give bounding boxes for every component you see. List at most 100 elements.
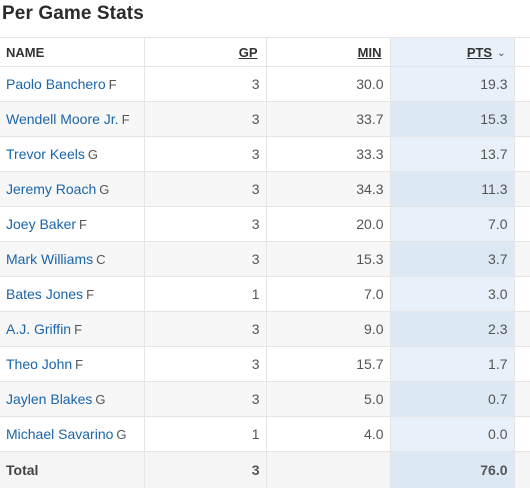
min-cell: 34.3 <box>266 171 391 207</box>
player-position: F <box>75 357 84 372</box>
table-row: Joey Baker F 3 20.0 7.0 <box>0 206 530 242</box>
player-position: F <box>74 322 83 337</box>
pts-cell: 11.3 <box>390 171 515 207</box>
min-cell: 15.7 <box>266 346 391 382</box>
pts-cell: 2.3 <box>390 311 515 347</box>
pts-header-label[interactable]: PTS <box>466 44 493 60</box>
player-cell: Michael Savarino G <box>0 416 145 452</box>
header-spacer <box>514 37 530 67</box>
min-cell: 7.0 <box>266 276 391 312</box>
pts-cell: 15.3 <box>390 101 515 137</box>
player-position: C <box>96 252 106 267</box>
pts-cell: 19.3 <box>390 66 515 102</box>
min-cell: 15.3 <box>266 241 391 277</box>
min-cell: 33.3 <box>266 136 391 172</box>
player-position: F <box>108 77 117 92</box>
table-row: Theo John F 3 15.7 1.7 <box>0 346 530 382</box>
player-cell: Paolo Banchero F <box>0 66 145 102</box>
player-position: G <box>99 182 110 197</box>
row-spacer <box>514 346 530 382</box>
pts-cell: 13.7 <box>390 136 515 172</box>
row-spacer <box>514 381 530 417</box>
row-spacer <box>514 416 530 452</box>
player-cell: Wendell Moore Jr. F <box>0 101 145 137</box>
player-name-link[interactable]: Michael Savarino <box>6 426 114 442</box>
player-cell: Mark Williams C <box>0 241 145 277</box>
player-name-link[interactable]: Wendell Moore Jr. <box>6 111 119 127</box>
total-row: Total 3 76.0 <box>0 451 530 488</box>
player-position: F <box>86 287 95 302</box>
min-cell: 30.0 <box>266 66 391 102</box>
min-column-header[interactable]: MIN <box>266 37 391 67</box>
player-name-link[interactable]: Mark Williams <box>6 251 94 267</box>
gp-cell: 3 <box>144 381 267 417</box>
gp-cell: 3 <box>144 241 267 277</box>
gp-cell: 3 <box>144 311 267 347</box>
player-cell: Jaylen Blakes G <box>0 381 145 417</box>
gp-cell: 1 <box>144 276 267 312</box>
gp-cell: 3 <box>144 66 267 102</box>
table-row: Paolo Banchero F 3 30.0 19.3 <box>0 66 530 102</box>
row-spacer <box>514 101 530 137</box>
row-spacer <box>514 241 530 277</box>
player-name-link[interactable]: A.J. Griffin <box>6 321 72 337</box>
page-title: Per Game Stats <box>2 3 144 24</box>
player-cell: Theo John F <box>0 346 145 382</box>
gp-cell: 3 <box>144 206 267 242</box>
per-game-stats-table: NAME GP MIN PTS ⌄ Paolo Banchero F 3 30.0 19.… <box>0 37 530 488</box>
min-cell: 9.0 <box>266 311 391 347</box>
min-cell: 4.0 <box>266 416 391 452</box>
player-cell: A.J. Griffin F <box>0 311 145 347</box>
table-row: Jaylen Blakes G 3 5.0 0.7 <box>0 381 530 417</box>
player-name-link[interactable]: Bates Jones <box>6 286 84 302</box>
player-name-link[interactable]: Trevor Keels <box>6 146 85 162</box>
player-position: F <box>121 112 130 127</box>
gp-cell: 1 <box>144 416 267 452</box>
player-name-link[interactable]: Joey Baker <box>6 216 77 232</box>
pts-cell: 7.0 <box>390 206 515 242</box>
total-min <box>266 451 391 488</box>
pts-cell: 3.0 <box>390 276 515 312</box>
player-position: G <box>116 427 127 442</box>
player-name-link[interactable]: Theo John <box>6 356 73 372</box>
min-cell: 5.0 <box>266 381 391 417</box>
table-row: Wendell Moore Jr. F 3 33.7 15.3 <box>0 101 530 137</box>
row-spacer <box>514 171 530 207</box>
gp-cell: 3 <box>144 346 267 382</box>
pts-column-header[interactable]: PTS ⌄ <box>390 37 515 67</box>
table-row: Trevor Keels G 3 33.3 13.7 <box>0 136 530 172</box>
table-row: Bates Jones F 1 7.0 3.0 <box>0 276 530 312</box>
total-gp: 3 <box>144 451 267 488</box>
row-spacer <box>514 136 530 172</box>
row-spacer <box>514 66 530 102</box>
pts-cell: 1.7 <box>390 346 515 382</box>
player-position: G <box>87 147 98 162</box>
table-row: A.J. Griffin F 3 9.0 2.3 <box>0 311 530 347</box>
min-cell: 20.0 <box>266 206 391 242</box>
player-name-link[interactable]: Jaylen Blakes <box>6 391 93 407</box>
player-cell: Bates Jones F <box>0 276 145 312</box>
sort-chevron-down-icon[interactable]: ⌄ <box>497 47 506 59</box>
min-cell: 33.7 <box>266 101 391 137</box>
gp-column-header[interactable]: GP <box>144 37 267 67</box>
min-header-label[interactable]: MIN <box>357 44 382 60</box>
player-name-link[interactable]: Paolo Banchero <box>6 76 106 92</box>
pts-cell: 0.0 <box>390 416 515 452</box>
gp-cell: 3 <box>144 101 267 137</box>
player-cell: Trevor Keels G <box>0 136 145 172</box>
gp-header-label[interactable]: GP <box>238 44 258 60</box>
total-pts: 76.0 <box>390 451 515 488</box>
table-row: Jeremy Roach G 3 34.3 11.3 <box>0 171 530 207</box>
player-name-link[interactable]: Jeremy Roach <box>6 181 97 197</box>
row-spacer <box>514 276 530 312</box>
total-label: Total <box>0 451 145 488</box>
gp-cell: 3 <box>144 171 267 207</box>
pts-cell: 0.7 <box>390 381 515 417</box>
table-row: Mark Williams C 3 15.3 3.7 <box>0 241 530 277</box>
name-column-header[interactable]: NAME <box>0 37 145 67</box>
player-position: G <box>95 392 106 407</box>
pts-cell: 3.7 <box>390 241 515 277</box>
total-spacer <box>514 451 530 488</box>
player-cell: Joey Baker F <box>0 206 145 242</box>
gp-cell: 3 <box>144 136 267 172</box>
